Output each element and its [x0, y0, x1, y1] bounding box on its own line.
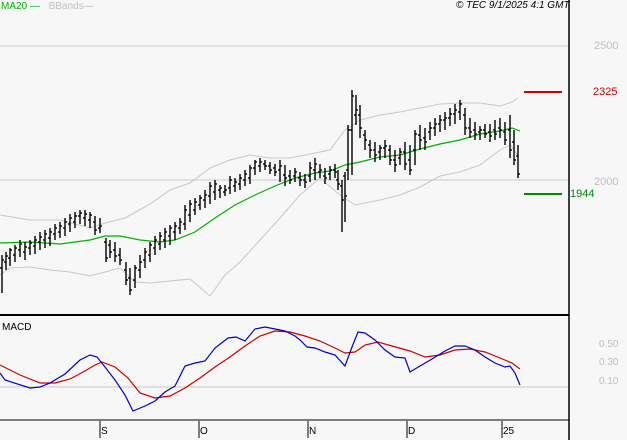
gridlines — [0, 45, 568, 388]
price-label-2500: 2500 — [594, 40, 619, 52]
bollinger-bands — [0, 97, 519, 297]
ohlc-bars — [0, 90, 520, 295]
macd-label-050: 0.50 — [599, 339, 619, 350]
legend: MA20 — BBands— — [1, 1, 94, 12]
support-label: 1944 — [570, 188, 595, 200]
month-label-d: D — [408, 426, 416, 437]
macd-label-010: 0.10 — [599, 376, 619, 387]
month-label-o: O — [200, 426, 208, 437]
price-label-2000: 2000 — [594, 176, 619, 188]
month-label-s: S — [101, 426, 108, 437]
legend-bbands: BBands— — [48, 1, 94, 12]
chart-frame — [0, 0, 570, 440]
ma20-line — [0, 127, 521, 245]
legend-ma20: MA20 — — [1, 1, 40, 12]
price-levels — [524, 91, 562, 195]
resistance-label: 2325 — [593, 86, 618, 98]
macd-title: MACD — [2, 322, 32, 333]
x-axis-ticks — [99, 421, 503, 438]
macd-label-030: 0.30 — [599, 357, 619, 368]
month-label-25: 25 — [503, 426, 515, 437]
macd-lines — [0, 326, 521, 412]
month-label-n: N — [309, 426, 317, 437]
copyright-timestamp: © TEC 9/1/2025 4:1 GMT — [456, 0, 570, 11]
